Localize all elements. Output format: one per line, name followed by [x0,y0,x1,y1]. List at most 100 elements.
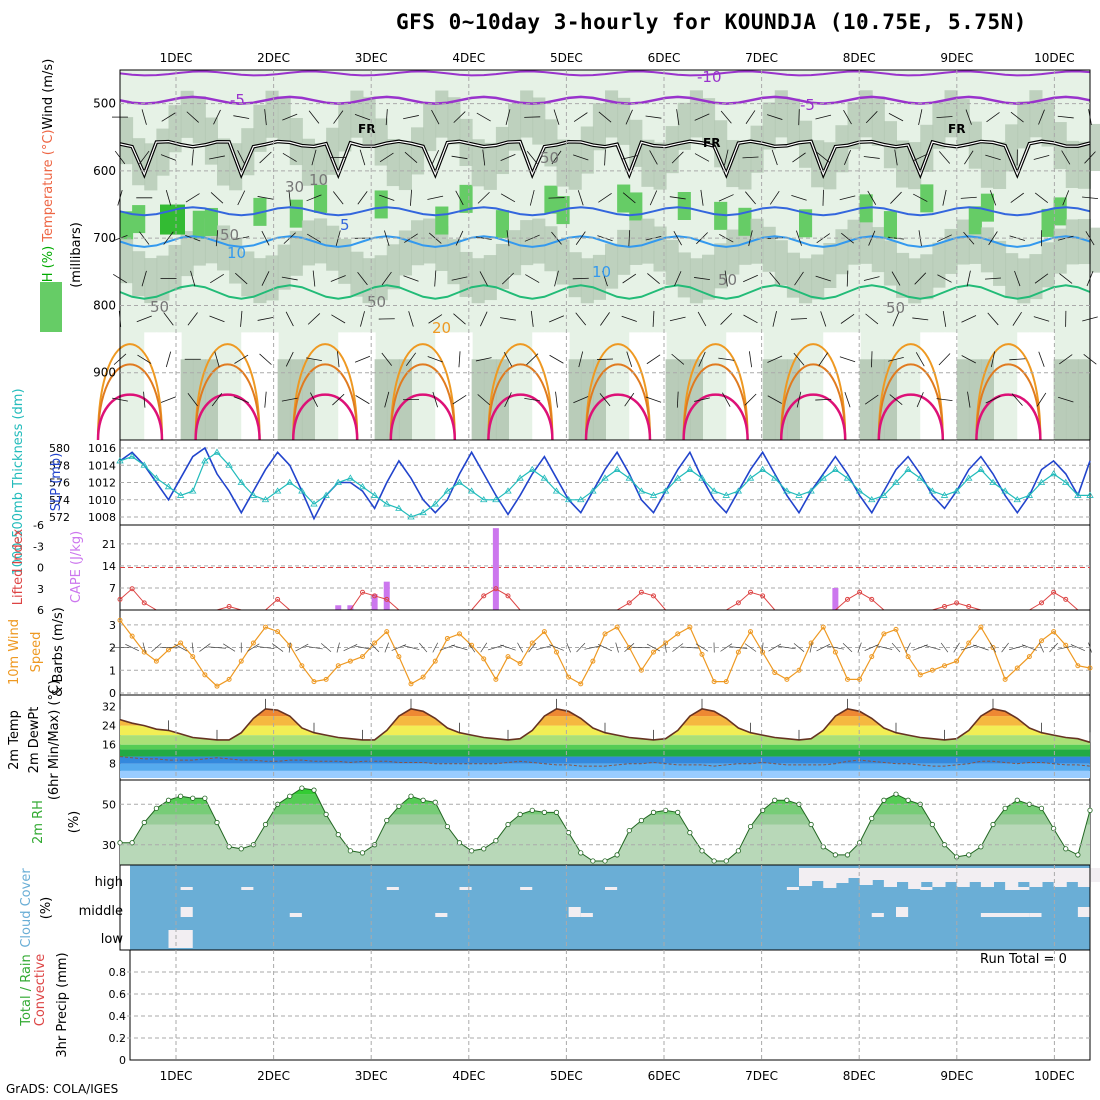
rh-moist-band [799,120,813,168]
wind-barb [839,356,856,363]
lifted-tick: 0 [37,562,44,575]
wind-barb [767,355,783,363]
wind-barb [163,231,174,245]
cloud-high-cell [1005,887,1030,890]
wind10-point [263,624,268,630]
rh-saturated-patch [714,201,728,230]
rh-moist-band [617,229,631,275]
axis-label-part: 2m Temp [7,710,22,770]
cloud-high-cell [459,887,472,890]
rh-moist-band [980,140,994,188]
rh-moist-band [580,126,594,174]
precip-axis-label: 3hr Precip (mm) [55,952,70,1057]
wind10-point [178,640,184,646]
wind-barb [355,395,370,405]
rh2m-point [469,848,475,854]
wind-barb [431,109,440,125]
wind-barb [600,312,610,326]
wind-barb [700,189,704,206]
wind10-barb [487,644,504,651]
axis-label-part: 10m Wind [7,619,22,685]
rh-moist-band [398,230,412,276]
cloud-high-cell [932,868,946,887]
wind-barb [452,394,467,405]
wind-barb [986,112,1000,123]
rh2m-unit-label: (%) [67,811,82,834]
section-annotation: 50 [150,298,169,316]
wind-barb [282,113,298,121]
rh2m-point [359,850,366,856]
wind10-barb [940,642,949,653]
rh-moist-band [217,138,231,186]
day-label-bottom: 8DEC [843,1069,876,1083]
wind10-point [408,681,414,687]
section-annotation: -10 [697,68,722,86]
wind-barb [306,233,322,243]
wind10-barb [566,642,571,653]
rh-dry-pocket [944,332,958,440]
rh2m-point [153,805,159,811]
rh2m-point [129,840,135,846]
rh2m-point [553,809,560,815]
wind-barb [697,311,707,327]
lifted-point [117,596,123,602]
thickness-point [358,483,367,490]
thickness-point [383,500,391,507]
wind10-barb [142,642,146,653]
rh2m-point [626,827,632,834]
thickness-point [176,491,185,498]
wind-barb [598,111,612,123]
axis-label-part: Cloud Cover [19,868,34,948]
cloud-high-cell [605,887,618,890]
thickness-point [855,487,864,494]
wind10-barb [632,646,651,649]
day-label-bottom: 3DEC [355,1069,388,1083]
rh-moist-band [1017,258,1031,304]
wind-barb [307,313,321,325]
axis-label-part: CAPE (J/kg) [69,531,84,603]
rh-moist-band [568,252,582,298]
wind-barb [572,277,589,280]
wind-barb [984,277,1002,280]
wind-barb [306,357,322,362]
wind-barb [434,270,437,287]
cloud-high-cell [1065,868,1079,882]
wind-barb [961,315,977,323]
rh-moist-band [786,252,800,298]
rh-moist-band [471,258,485,304]
rh-moist-band [762,226,776,272]
wind-barb [791,194,807,201]
wind10-axis-label-3: & Barbs (m/s) [51,607,66,697]
rh2m-point [202,795,208,801]
thickness-point [322,491,330,498]
thickness-point [1049,470,1058,477]
wind10-barb [432,642,439,653]
rh-moist-band [556,239,570,285]
cloud-high-cell [896,868,910,882]
wind-barb [1011,393,1023,406]
wind10-point [493,676,499,682]
rh-moist-band [738,142,752,190]
wind10-barb [191,642,194,653]
cloud-high-cell [180,887,193,890]
rh2m-axis-label: 2m RH [31,800,46,844]
wind10-point [335,663,341,669]
wind-barb [410,189,412,206]
thickness-point [989,478,997,485]
rh-saturated-patch [980,193,994,222]
rh-moist-band [592,359,606,440]
rh-moist-band [835,125,849,173]
rh-moist-band [1077,219,1091,265]
wind-barb [139,150,150,165]
wind-barb [337,351,340,368]
isotherm-30 [975,393,1042,441]
rh-moist-band [495,126,509,175]
thickness-point [601,474,609,481]
wind-barb [628,230,631,247]
wind-barb [841,232,854,244]
rh-moist-band [641,218,655,264]
wind10-line [119,619,1091,687]
thickness-point [771,474,779,481]
wind10-point [554,649,559,655]
wind-barb [385,109,388,126]
